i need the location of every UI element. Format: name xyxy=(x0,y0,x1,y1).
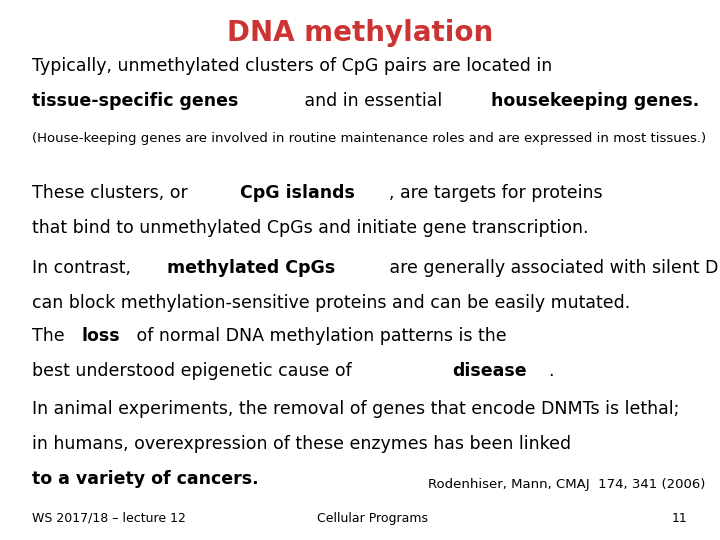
Text: The: The xyxy=(32,327,71,345)
Text: .: . xyxy=(549,362,554,380)
Text: Typically, unmethylated clusters of CpG pairs are located in: Typically, unmethylated clusters of CpG … xyxy=(32,57,553,75)
Text: CpG islands: CpG islands xyxy=(240,184,356,201)
Text: of normal DNA methylation patterns is the: of normal DNA methylation patterns is th… xyxy=(132,327,507,345)
Text: and in essential: and in essential xyxy=(299,92,447,110)
Text: best understood epigenetic cause of: best understood epigenetic cause of xyxy=(32,362,358,380)
Text: Rodenhiser, Mann, CMAJ  174, 341 (2006): Rodenhiser, Mann, CMAJ 174, 341 (2006) xyxy=(428,478,706,491)
Text: Cellular Programs: Cellular Programs xyxy=(317,512,428,525)
Text: can block methylation-sensitive proteins and can be easily mutated.: can block methylation-sensitive proteins… xyxy=(32,294,631,312)
Text: 11: 11 xyxy=(672,512,688,525)
Text: housekeeping genes.: housekeeping genes. xyxy=(490,92,699,110)
Text: in humans, overexpression of these enzymes has been linked: in humans, overexpression of these enzym… xyxy=(32,435,572,453)
Text: DNA methylation: DNA methylation xyxy=(227,19,493,47)
Text: , are targets for proteins: , are targets for proteins xyxy=(389,184,603,201)
Text: In contrast,: In contrast, xyxy=(32,259,137,277)
Text: disease: disease xyxy=(452,362,527,380)
Text: In animal experiments, the removal of genes that encode DNMTs is lethal;: In animal experiments, the removal of ge… xyxy=(32,400,680,417)
Text: These clusters, or: These clusters, or xyxy=(32,184,194,201)
Text: (House-keeping genes are involved in routine maintenance roles and are expressed: (House-keeping genes are involved in rou… xyxy=(32,132,706,145)
Text: are generally associated with silent DNA,: are generally associated with silent DNA… xyxy=(384,259,720,277)
Text: methylated CpGs: methylated CpGs xyxy=(167,259,336,277)
Text: that bind to unmethylated CpGs and initiate gene transcription.: that bind to unmethylated CpGs and initi… xyxy=(32,219,589,237)
Text: tissue-specific genes: tissue-specific genes xyxy=(32,92,239,110)
Text: to a variety of cancers.: to a variety of cancers. xyxy=(32,470,259,488)
Text: WS 2017/18 – lecture 12: WS 2017/18 – lecture 12 xyxy=(32,512,186,525)
Text: loss: loss xyxy=(81,327,120,345)
